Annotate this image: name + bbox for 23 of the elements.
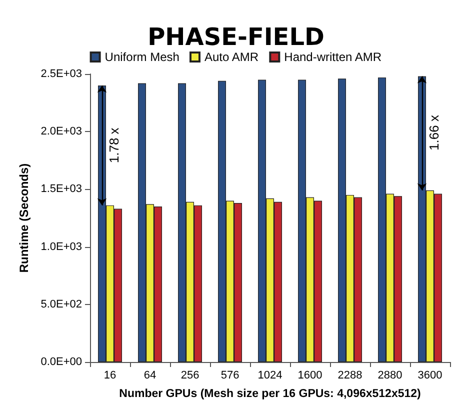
legend-label: Hand-written AMR bbox=[284, 50, 382, 64]
legend-label: Auto AMR bbox=[204, 50, 259, 64]
x-tick-label: 2880 bbox=[378, 370, 402, 382]
x-tick-label: 1600 bbox=[298, 370, 322, 382]
y-tick-label: 2.0E+03 bbox=[40, 126, 82, 138]
x-axis-title: Number GPUs (Mesh size per 16 GPUs: 4,096x512x512) bbox=[119, 388, 422, 400]
y-tick-label: 1.5E+03 bbox=[40, 183, 82, 196]
y-tick-label: 1.0E+03 bbox=[40, 240, 82, 253]
y-tick-label: 0.0E+00 bbox=[40, 356, 82, 368]
y-tick-label: 2.5E+03 bbox=[40, 68, 82, 80]
legend-label: Uniform Mesh bbox=[104, 50, 180, 64]
x-tick-label: 576 bbox=[220, 370, 240, 382]
annotation: 1.78 x bbox=[106, 127, 122, 164]
x-tick-label: 3600 bbox=[418, 370, 442, 382]
x-tick-label: 64 bbox=[144, 370, 156, 382]
x-tick-label: 2288 bbox=[338, 370, 362, 382]
x-tick-label: 256 bbox=[180, 370, 200, 382]
x-tick-label: 1024 bbox=[258, 370, 282, 382]
y-axis-title: Runtime (Seconds) bbox=[16, 163, 31, 273]
y-tick-label: 5.0E+02 bbox=[40, 298, 82, 310]
annotation: 1.66 x bbox=[426, 114, 442, 150]
chart-title: PHASE-FIELD bbox=[148, 23, 324, 51]
x-tick-label: 16 bbox=[104, 370, 116, 382]
